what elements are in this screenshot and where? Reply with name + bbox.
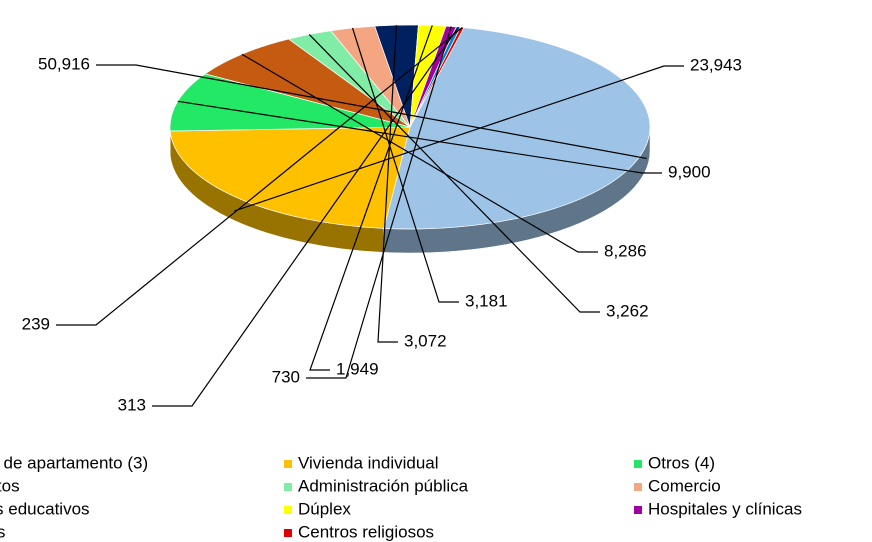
leader-line xyxy=(306,26,452,379)
legend-label: Centros religiosos xyxy=(298,522,434,541)
leader-line xyxy=(351,27,459,303)
legend-label: Edificio de apartamento (3) xyxy=(0,453,148,472)
data-label: 23,943 xyxy=(690,55,742,74)
leader-line xyxy=(308,34,600,313)
pie-slice xyxy=(169,126,411,229)
legend-label: Centros educativos xyxy=(0,499,90,518)
leader-line xyxy=(96,64,647,160)
legend-label: Vivienda individual xyxy=(298,453,439,472)
legend-label: Oficinas xyxy=(0,522,5,541)
legend-swatch xyxy=(634,483,642,491)
data-label: 3,262 xyxy=(606,301,649,320)
legend-label: Otros (4) xyxy=(648,453,715,472)
legend-swatch xyxy=(284,529,292,537)
legend-label: Hospitales y clínicas xyxy=(648,499,802,518)
legend-label: Depósitos xyxy=(0,476,20,495)
legend-label: Comercio xyxy=(648,476,721,495)
leader-line xyxy=(56,26,463,326)
leader-line xyxy=(241,53,598,253)
legend-label: Administración pública xyxy=(298,476,469,495)
leader-line xyxy=(177,100,662,174)
data-label: 3,181 xyxy=(465,291,508,310)
data-label: 9,900 xyxy=(668,162,711,181)
data-label: 1,949 xyxy=(336,359,379,378)
leader-line xyxy=(309,25,433,371)
leader-line xyxy=(377,25,398,343)
data-label: 313 xyxy=(118,395,146,414)
data-label: 730 xyxy=(272,367,300,386)
pie-slice xyxy=(204,38,411,128)
data-label: 239 xyxy=(22,314,50,333)
data-label: 8,286 xyxy=(604,241,647,260)
legend-label: Dúplex xyxy=(298,499,351,518)
data-label: 3,072 xyxy=(404,331,447,350)
legend-swatch xyxy=(284,483,292,491)
legend-swatch xyxy=(284,506,292,514)
legend-swatch xyxy=(284,460,292,468)
leader-line xyxy=(234,65,684,212)
leader-line xyxy=(152,26,459,407)
data-label: 50,916 xyxy=(38,54,90,73)
legend-swatch xyxy=(634,506,642,514)
legend-swatch xyxy=(634,460,642,468)
